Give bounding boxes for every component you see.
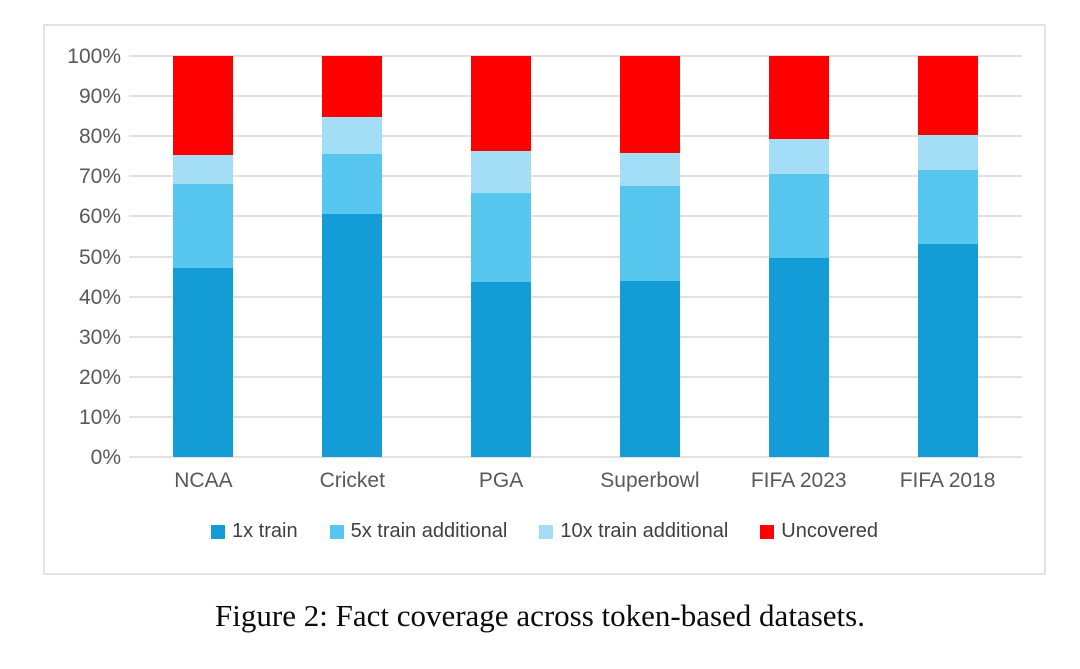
bars-container	[129, 56, 1022, 457]
bar-segment-FIFA 2023-Uncovered	[768, 56, 829, 140]
x-category-label-NCAA: NCAA	[174, 469, 233, 492]
gridline-40%	[129, 295, 1022, 298]
stacked-bar-PGA	[471, 56, 532, 457]
bar-segment-PGA-1x train	[471, 282, 532, 457]
bar-segment-NCAA-10x train additional	[173, 155, 234, 185]
gridline-50%	[129, 255, 1022, 258]
bar-segment-NCAA-1x train	[173, 267, 234, 457]
chart-frame: 0% 10% 20% 30% 40% 50% 60% 70% 80% 90% 100% NCAA Cr…	[43, 24, 1046, 575]
legend-item-5x train additional: 5x train additional	[329, 520, 508, 543]
legend-label: Uncovered	[781, 520, 878, 542]
bar-segment-Cricket-Uncovered	[322, 56, 383, 117]
y-tick-label-70%: 70%	[78, 165, 121, 189]
bar-segment-FIFA 2018-Uncovered	[917, 56, 978, 136]
y-tick-label-80%: 80%	[78, 125, 121, 149]
stacked-bar-FIFA 2023	[768, 56, 829, 457]
bar-segment-NCAA-Uncovered	[173, 56, 234, 156]
bar-segment-FIFA 2023-10x train additional	[768, 139, 829, 174]
gridline-10%	[129, 415, 1022, 418]
x-category-label-Cricket: Cricket	[319, 469, 385, 492]
y-tick-label-90%: 90%	[78, 85, 121, 109]
bar-segment-PGA-Uncovered	[471, 56, 532, 152]
legend-label: 1x train	[232, 520, 298, 542]
bar-segment-FIFA 2023-1x train	[768, 257, 829, 457]
y-tick-label-40%: 40%	[78, 285, 121, 309]
plot-area: 0% 10% 20% 30% 40% 50% 60% 70% 80% 90% 100%	[67, 46, 1022, 468]
legend-item-Uncovered: Uncovered	[760, 520, 878, 543]
bar-segment-Superbowl-10x train additional	[619, 153, 680, 187]
y-tick-label-30%: 30%	[78, 325, 121, 349]
gridline-100%	[129, 55, 1022, 57]
gridline-20%	[129, 375, 1022, 378]
bar-segment-NCAA-5x train additional	[173, 184, 234, 268]
gridline-90%	[129, 95, 1022, 98]
bar-segment-Superbowl-5x train additional	[619, 186, 680, 281]
stacked-bar-Superbowl	[619, 56, 680, 457]
bar-segment-Cricket-10x train additional	[322, 116, 383, 155]
legend-label: 10x train additional	[560, 520, 729, 542]
bar-slot-FIFA 2018	[873, 56, 1022, 457]
y-tick-label-60%: 60%	[78, 205, 121, 229]
x-category-label-PGA: PGA	[478, 469, 524, 492]
x-axis-category-labels: NCAA Cricket PGA Superbowl FIFA 2023 FIFA 201…	[129, 469, 1022, 493]
bar-slot-PGA	[427, 56, 576, 457]
legend: 1x train 5x train additional 10x train add…	[45, 520, 1044, 543]
x-category-label-FIFA 2023: FIFA 2023	[750, 469, 847, 492]
bar-segment-Superbowl-Uncovered	[619, 56, 680, 154]
bar-segment-PGA-5x train additional	[471, 193, 532, 283]
y-tick-label-10%: 10%	[78, 405, 121, 429]
y-tick-label-0%: 0%	[90, 446, 121, 469]
y-tick-label-100%: 100%	[67, 45, 121, 68]
legend-item-1x train: 1x train	[211, 520, 298, 543]
gridline-30%	[129, 335, 1022, 338]
figure-caption: Figure 2: Fact coverage across token-bas…	[215, 598, 865, 633]
x-category-label-FIFA 2018: FIFA 2018	[899, 469, 996, 492]
gridline-0%	[129, 456, 1022, 458]
bar-slot-Superbowl	[575, 56, 724, 457]
legend-marker-icon	[211, 524, 225, 539]
caption-row: 公众号 MLSys2024 Figure 2: Fact coverage ac…	[0, 598, 1080, 658]
gridline-60%	[129, 215, 1022, 218]
bar-segment-FIFA 2018-10x train additional	[917, 135, 978, 170]
legend-label: 5x train additional	[350, 520, 508, 542]
bar-segment-FIFA 2018-5x train additional	[917, 169, 978, 244]
bar-segment-Cricket-1x train	[322, 213, 383, 457]
gridline-80%	[129, 135, 1022, 138]
legend-marker-icon	[539, 524, 554, 539]
bar-slot-NCAA	[129, 56, 278, 457]
stacked-bar-NCAA	[173, 56, 234, 457]
stacked-bar-Cricket	[322, 56, 383, 457]
bar-segment-Cricket-5x train additional	[322, 154, 383, 214]
y-tick-label-50%: 50%	[78, 245, 121, 269]
legend-item-10x train additional: 10x train additional	[539, 520, 728, 543]
bar-slot-FIFA 2023	[724, 56, 873, 457]
y-tick-label-20%: 20%	[78, 365, 121, 389]
stacked-bar-FIFA 2018	[917, 56, 978, 457]
bar-segment-Superbowl-1x train	[619, 280, 680, 457]
x-category-label-Superbowl: Superbowl	[600, 469, 700, 492]
legend-marker-icon	[760, 524, 775, 539]
bar-segment-PGA-10x train additional	[471, 151, 532, 194]
bar-slot-Cricket	[278, 56, 427, 457]
legend-marker-icon	[329, 524, 344, 539]
gridline-70%	[129, 175, 1022, 178]
bar-segment-FIFA 2018-1x train	[917, 243, 978, 457]
bar-segment-FIFA 2023-5x train additional	[768, 173, 829, 258]
